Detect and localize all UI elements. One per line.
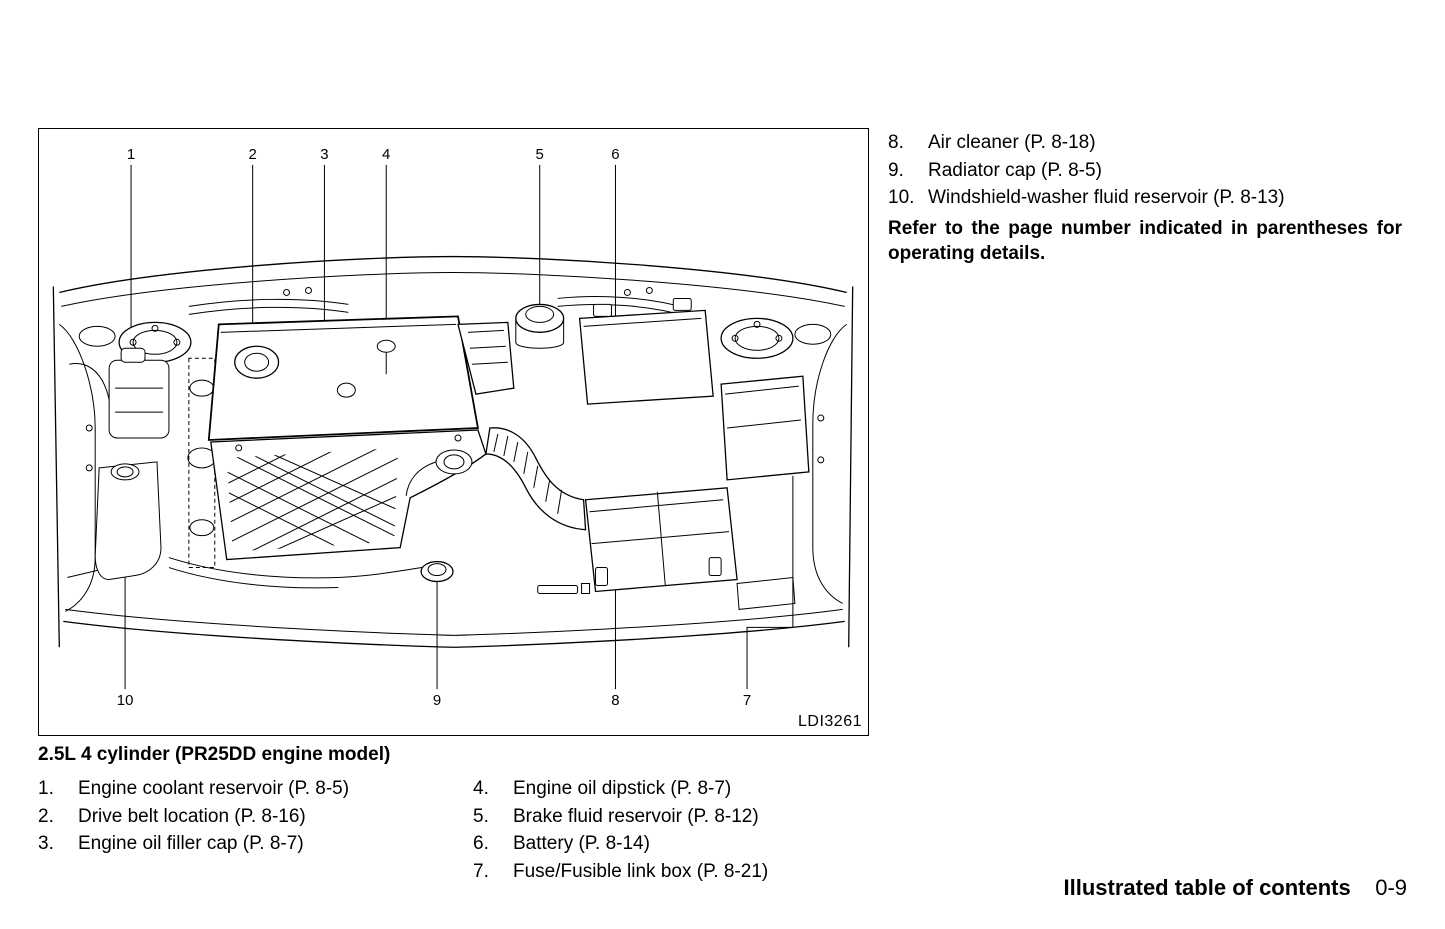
legend-item: 4.Engine oil dipstick (P. 8-7) bbox=[473, 776, 868, 802]
callout-7: 7 bbox=[743, 692, 751, 709]
engine-cover bbox=[209, 316, 478, 440]
legend-item: 7.Fuse/Fusible link box (P. 8-21) bbox=[473, 859, 868, 885]
diagram-legend: 2.5L 4 cylinder (PR25DD engine model) 1.… bbox=[38, 742, 869, 887]
legend-item: 6.Battery (P. 8-14) bbox=[473, 831, 868, 857]
air-cleaner bbox=[586, 488, 738, 592]
legend-col-left: 1.Engine coolant reservoir (P. 8-5) 2.Dr… bbox=[38, 774, 433, 887]
engine-diagram-svg: 1 2 3 4 5 6 10 9 8 7 bbox=[39, 129, 868, 735]
callout-4: 4 bbox=[382, 146, 390, 163]
battery bbox=[580, 298, 714, 404]
page-reference-note: Refer to the page number indicated in pa… bbox=[888, 217, 1402, 266]
callout-8: 8 bbox=[611, 692, 619, 709]
callout-10: 10 bbox=[117, 692, 134, 709]
callout-9: 9 bbox=[433, 692, 441, 709]
brake-reservoir bbox=[516, 304, 564, 348]
legend-item: 10.Windshield-washer fluid reservoir (P.… bbox=[888, 185, 1402, 211]
washer-reservoir bbox=[95, 462, 161, 580]
legend-item: 8.Air cleaner (P. 8-18) bbox=[888, 130, 1402, 156]
legend-col-right: 8.Air cleaner (P. 8-18) 9.Radiator cap (… bbox=[888, 128, 1402, 266]
footer-section: Illustrated table of contents bbox=[1063, 875, 1350, 900]
legend-item: 9.Radiator cap (P. 8-5) bbox=[888, 158, 1402, 184]
callout-2: 2 bbox=[249, 146, 257, 163]
legend-col-mid: 4.Engine oil dipstick (P. 8-7) 5.Brake f… bbox=[473, 774, 868, 887]
legend-item: 3.Engine oil filler cap (P. 8-7) bbox=[38, 831, 433, 857]
legend-item: 1.Engine coolant reservoir (P. 8-5) bbox=[38, 776, 433, 802]
diagram-code: LDI3261 bbox=[798, 713, 862, 731]
fuse-box bbox=[721, 376, 809, 480]
engine-diagram: 1 2 3 4 5 6 10 9 8 7 bbox=[38, 128, 869, 736]
callout-6: 6 bbox=[611, 146, 619, 163]
callout-1: 1 bbox=[127, 146, 135, 163]
callout-5: 5 bbox=[536, 146, 544, 163]
page-footer: Illustrated table of contents 0-9 bbox=[1063, 875, 1407, 901]
radiator-cap bbox=[421, 562, 453, 582]
engine-title: 2.5L 4 cylinder (PR25DD engine model) bbox=[38, 744, 869, 766]
coolant-reservoir bbox=[109, 348, 169, 438]
engine-bay-lines bbox=[53, 257, 852, 648]
footer-page-number: 0-9 bbox=[1375, 875, 1407, 900]
callout-3: 3 bbox=[320, 146, 328, 163]
legend-item: 2.Drive belt location (P. 8-16) bbox=[38, 804, 433, 830]
manual-page: 1 2 3 4 5 6 10 9 8 7 bbox=[0, 0, 1445, 929]
drive-belt-area bbox=[188, 358, 216, 567]
air-intake bbox=[486, 428, 586, 530]
legend-item: 5.Brake fluid reservoir (P. 8-12) bbox=[473, 804, 868, 830]
